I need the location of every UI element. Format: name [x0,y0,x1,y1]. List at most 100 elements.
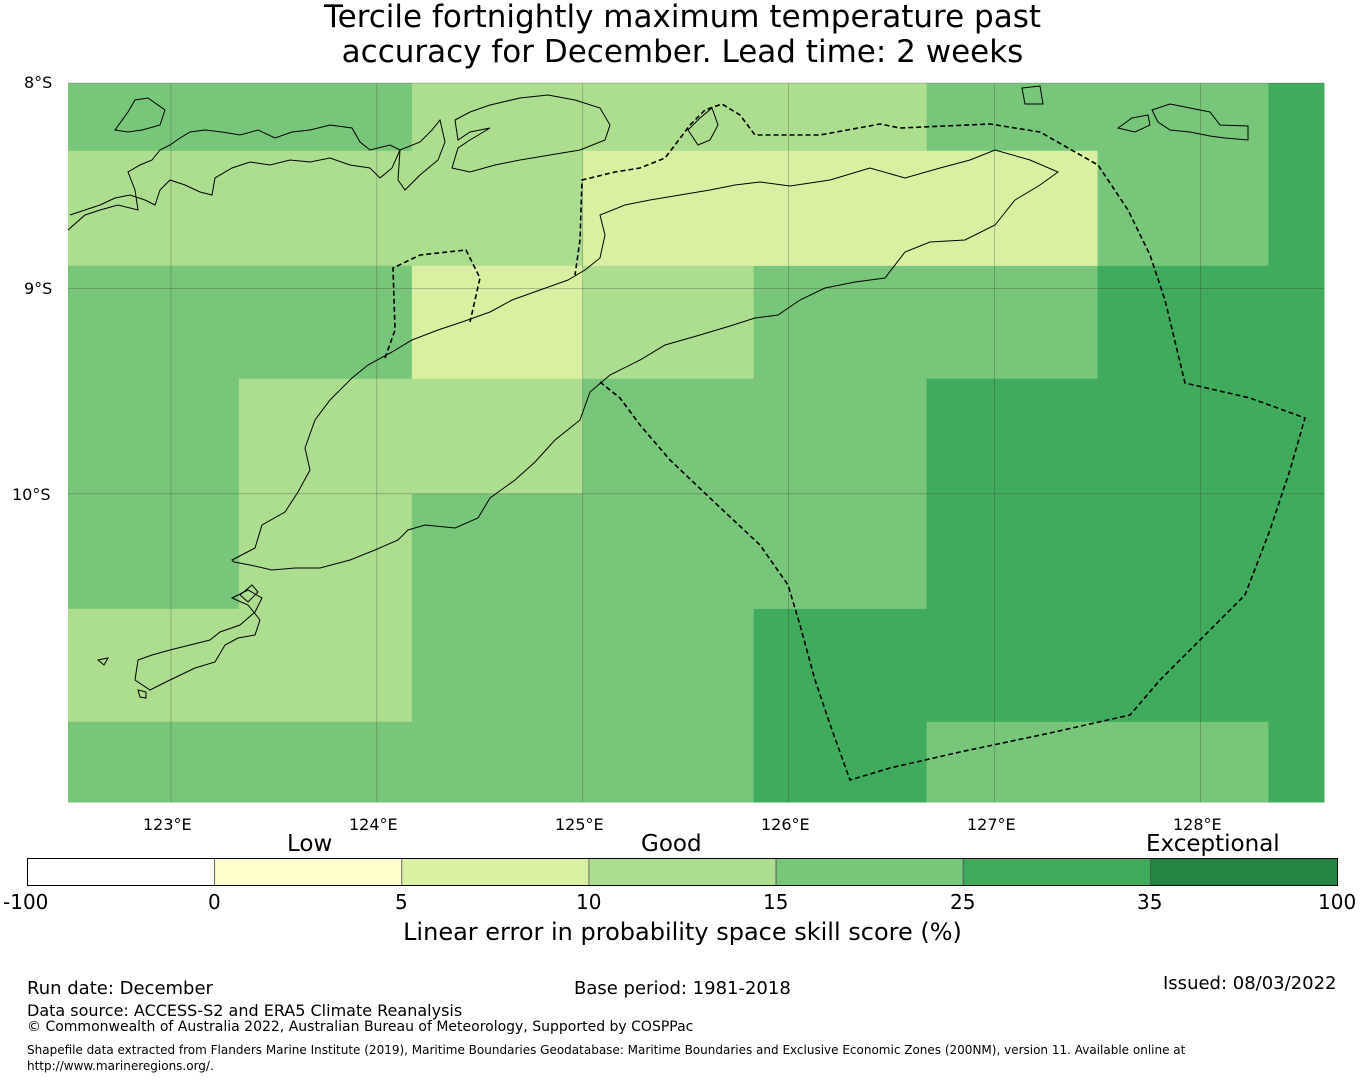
skill-cell [238,608,413,723]
skill-cell [68,493,240,610]
rote-coastline [134,589,263,691]
graticule [68,82,1324,802]
leti-coastline [1116,114,1151,133]
colorbar [27,858,1338,886]
lon-label-125e: 125°E [555,815,604,834]
skill-cell [238,493,413,610]
skill-cell [926,265,1099,380]
skill-cell [411,378,584,495]
skill-grid [68,83,1325,803]
map-title: Tercile fortnightly maximum temperature … [0,0,1365,70]
skill-cell [1097,493,1269,610]
title-line-2: accuracy for December. Lead time: 2 week… [341,34,1024,70]
tick-label-100: 100 [1318,890,1357,914]
copyright: © Commonwealth of Australia 2022, Austra… [27,1019,694,1035]
colorbar-segments [27,858,1338,886]
skill-cell [753,493,928,610]
colorbar-segment [27,858,216,886]
timor-coastline [231,149,1060,571]
eez-boundary [384,103,1306,781]
skill-cell [1268,265,1325,380]
colorbar-segment [962,858,1151,886]
skill-cell [1268,378,1325,495]
skill-cell [238,83,413,152]
skill-cell [1097,721,1269,803]
skill-cell [68,608,240,723]
skill-cell [926,83,1099,152]
lon-label-124e: 124°E [349,815,398,834]
skill-cell [238,265,413,380]
tick-label-10: 10 [576,890,602,914]
colorbar-segment [1149,858,1338,886]
wetar-coastline [451,94,611,173]
skill-cell [238,150,413,267]
skill-cell [1268,150,1325,267]
kisar-coastline [1021,85,1044,105]
skill-cell [411,83,584,152]
lat-label-10s: 10°S [12,485,51,504]
skill-cell [582,378,755,495]
skill-cell [582,150,755,267]
coastlines [67,85,1249,699]
colorbar-segment [588,858,777,886]
skill-cell [1268,493,1325,610]
tick-label-5: 5 [395,890,408,914]
skill-cell [1268,608,1325,723]
skill-cell [238,721,413,803]
skill-cell [926,493,1099,610]
skill-cell [1097,378,1269,495]
tick-label-neg100: -100 [3,890,49,914]
skill-cell [753,83,928,152]
skill-cell [411,721,584,803]
data-source: Data source: ACCESS-S2 and ERA5 Climate … [27,1001,463,1020]
run-date: Run date: December [27,978,213,999]
lon-label-127e: 127°E [967,815,1016,834]
skill-cell [582,493,755,610]
skill-cell [582,83,755,152]
issued-date: Issued: 08/03/2022 [1163,973,1337,994]
skill-cell [411,493,584,610]
skill-cell [1268,721,1325,803]
shapefile-credit-line-1: Shapefile data extracted from Flanders M… [27,1043,1186,1057]
skill-cell [68,83,240,152]
timor-leste-eez [574,103,1306,781]
category-good: Good [641,831,702,857]
skill-cell [926,721,1099,803]
skill-cell [1097,83,1269,152]
skill-cell [926,150,1099,267]
colorbar-label: Linear error in probability space skill … [403,918,962,946]
skill-cell [753,721,928,803]
tick-label-15: 15 [763,890,789,914]
skill-cell [753,265,928,380]
shapefile-credit-line-2: http://www.marineregions.org/. [27,1059,214,1073]
lon-label-126e: 126°E [761,815,810,834]
skill-cell [68,378,240,495]
flores-coastline [67,124,401,231]
base-period: Base period: 1981-2018 [574,978,791,999]
lat-label-8s: 8°S [24,73,53,92]
skill-cell [411,608,584,723]
category-low: Low [287,831,333,857]
colorbar-outline [27,858,1338,886]
skill-cell [1097,608,1269,723]
category-exceptional: Exceptional [1146,831,1280,857]
colorbar-segment [775,858,964,886]
oecusse-eez [384,249,481,359]
tick-label-35: 35 [1137,890,1163,914]
skill-cell [1268,83,1325,152]
skill-cell [926,608,1099,723]
tick-label-25: 25 [950,890,976,914]
tick-label-0: 0 [208,890,221,914]
skill-cell [1097,265,1269,380]
skill-cell [68,150,240,267]
skill-cell [753,608,928,723]
colorbar-segment [401,858,590,886]
skill-cell [68,265,240,380]
savu-coastline [96,657,109,666]
colorbar-segment [214,858,403,886]
title-line-1: Tercile fortnightly maximum temperature … [323,0,1042,35]
lat-label-9s: 9°S [24,279,53,298]
skill-cell [411,150,584,267]
moa-coastline [1151,103,1249,141]
